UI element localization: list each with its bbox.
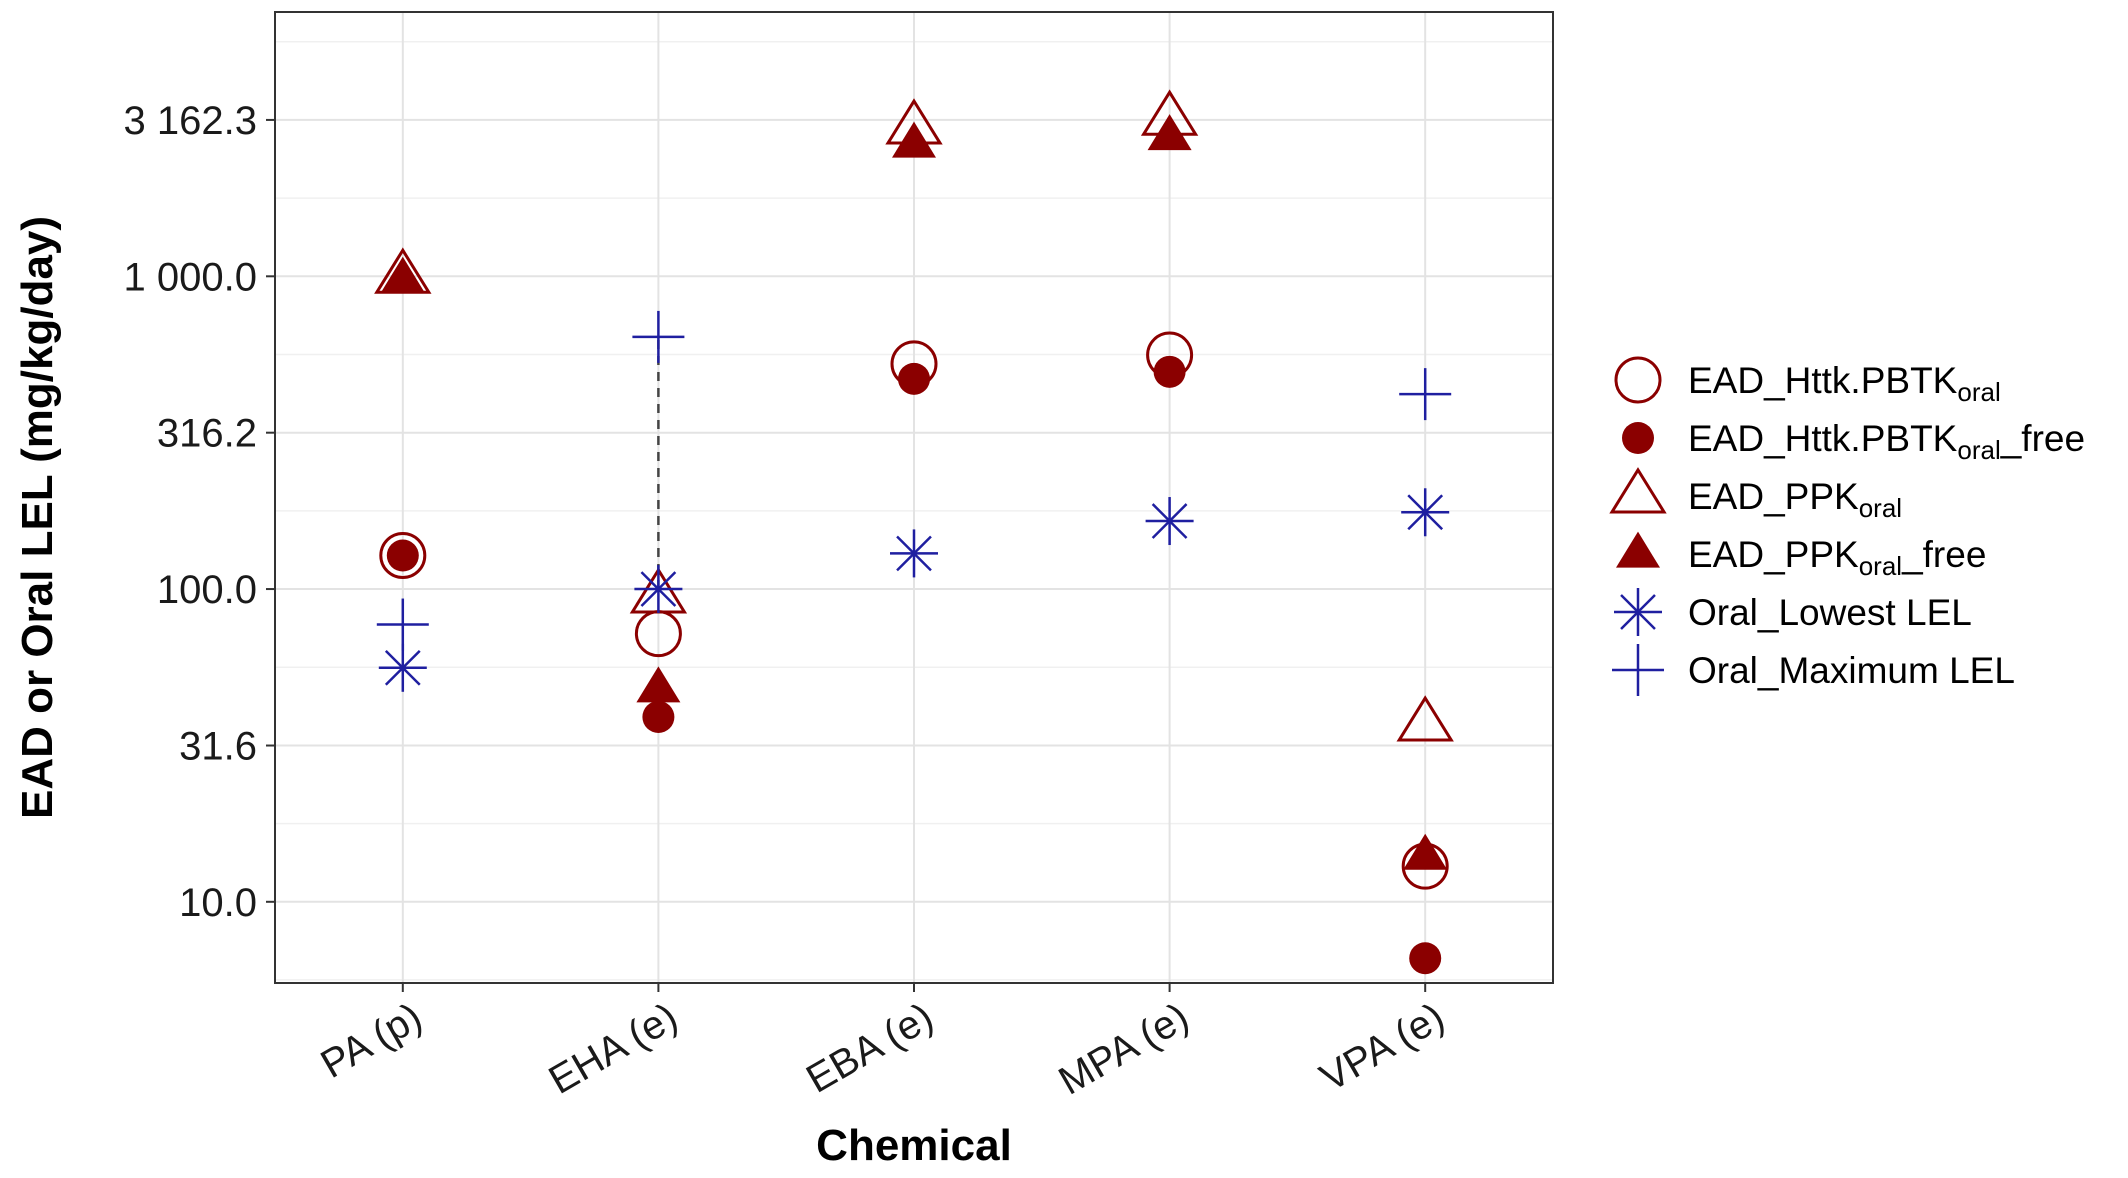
y-tick-label: 10.0	[179, 881, 257, 925]
legend-key-triangle-open	[1609, 467, 1667, 514]
data-point-circle-filled	[1409, 942, 1442, 975]
x-tick-label: PA (p)	[314, 995, 430, 1087]
data-point-triangle-filled	[380, 256, 425, 293]
legend-item: Oral_Maximum LEL	[1612, 644, 2015, 696]
data-point-asterisk	[890, 529, 938, 578]
legend-label: EAD_PPKoral	[1688, 476, 1902, 523]
legend-item: EAD_PPKoral	[1609, 467, 1902, 523]
legend-label: EAD_Httk.PBTKoral_free	[1688, 418, 2085, 465]
y-axis-ticks: 10.0 31.6 100.0 316.2 1 000.0 3 162.3	[124, 99, 275, 925]
legend-key-plus	[1612, 644, 1664, 696]
grid-lines	[275, 12, 1553, 983]
y-tick-label: 100.0	[157, 568, 257, 612]
legend-item: EAD_PPKoral_free	[1616, 531, 1986, 581]
y-tick-label: 1 000.0	[124, 255, 257, 299]
legend-key-triangle-filled	[1616, 531, 1660, 568]
data-point-asterisk	[634, 565, 683, 614]
x-tick-label: EBA (e)	[799, 995, 940, 1102]
legend-label: Oral_Lowest LEL	[1688, 592, 1972, 633]
x-axis-title: Chemical	[816, 1121, 1012, 1170]
data-point-circle-filled	[386, 539, 419, 572]
legend-key-circle-open	[1614, 356, 1662, 404]
legend-label: Oral_Maximum LEL	[1688, 650, 2015, 691]
x-axis-ticks: PA (p) EHA (e) EBA (e) MPA (e) VPA (e)	[314, 983, 1452, 1104]
x-tick-label: EHA (e)	[542, 995, 685, 1103]
y-axis-title: EAD or Oral LEL (mg/kg/day)	[13, 216, 62, 819]
legend-label: EAD_PPKoral_free	[1688, 534, 1986, 581]
legend-item: EAD_Httk.PBTKoral_free	[1622, 418, 2085, 465]
data-point-plus	[1399, 368, 1452, 421]
data-point-circle-open	[379, 532, 427, 580]
data-point-triangle-filled	[636, 666, 681, 703]
data-point-triangle-filled	[892, 121, 936, 158]
data-point-circle-filled	[642, 700, 675, 733]
legend-label: EAD_Httk.PBTKoral	[1688, 360, 2001, 407]
data-point-asterisk	[1145, 497, 1194, 546]
legend-item: Oral_Lowest LEL	[1614, 588, 1972, 636]
legend-key-asterisk	[1614, 588, 1662, 636]
x-tick-label: VPA (e)	[1313, 995, 1452, 1101]
y-tick-label: 3 162.3	[124, 99, 257, 143]
y-tick-label: 316.2	[157, 412, 257, 456]
legend: EAD_Httk.PBTKoral EAD_Httk.PBTKoral_free E…	[1609, 356, 2085, 696]
y-tick-label: 31.6	[179, 725, 257, 769]
data-point-plus	[632, 310, 685, 363]
data-points	[374, 89, 1454, 975]
legend-item: EAD_Httk.PBTKoral	[1614, 356, 2001, 407]
data-point-asterisk	[378, 643, 427, 692]
data-point-circle-filled	[898, 362, 930, 395]
legend-key-circle-filled	[1622, 422, 1654, 454]
data-point-asterisk	[1401, 488, 1450, 537]
data-point-triangle-open	[1396, 695, 1454, 742]
x-tick-label: MPA (e)	[1052, 995, 1197, 1104]
data-point-triangle-filled	[1403, 833, 1448, 870]
data-point-circle-filled	[1153, 355, 1186, 388]
data-point-triangle-filled	[1147, 114, 1192, 151]
data-point-plus	[376, 598, 429, 651]
